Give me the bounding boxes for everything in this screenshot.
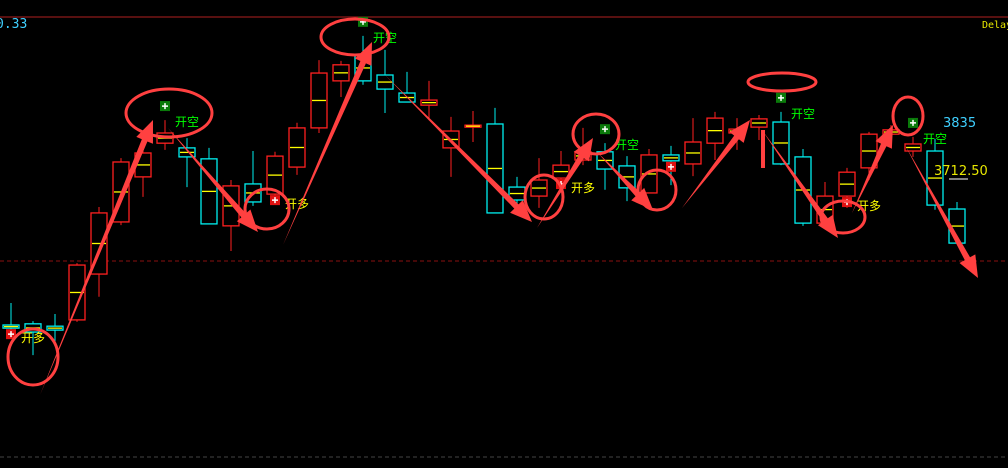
candle (772, 111, 790, 166)
annotation-arrow (537, 138, 593, 228)
plus-icon (910, 119, 916, 126)
annotation-arrow (283, 42, 372, 245)
candle (860, 131, 878, 181)
annotation-circle (746, 71, 818, 93)
signal-label: 开多 (571, 181, 595, 195)
candle (904, 136, 922, 157)
candle (486, 107, 504, 214)
annotation-circle (891, 95, 925, 137)
annotation-arrow (905, 145, 978, 278)
buy-signal (666, 161, 676, 172)
candle (750, 114, 768, 141)
sell-signal: 开空 (160, 101, 199, 129)
signal-label: 开空 (175, 115, 199, 129)
candle (46, 314, 64, 344)
plus-icon (602, 126, 608, 133)
annotation-circle (636, 168, 678, 212)
price-label-last: 3712.50 (934, 164, 988, 179)
plus-icon (8, 331, 14, 338)
signal-label: 开空 (615, 138, 639, 152)
price-label-high: 3835 (943, 116, 977, 131)
candle (684, 118, 702, 177)
candle (2, 303, 20, 333)
sell-signal: 开空 (908, 117, 947, 146)
signal-label: 开多 (21, 331, 45, 345)
buy-signal: 开多 (6, 329, 45, 345)
signal-label: 开空 (791, 107, 815, 121)
candle (288, 122, 306, 175)
candles-layer (2, 35, 966, 356)
candle (464, 111, 482, 143)
signal-label: 开空 (923, 132, 947, 146)
candle (178, 138, 196, 188)
sell-signal: 开空 (776, 92, 815, 121)
plus-icon (272, 197, 278, 204)
candle (68, 263, 86, 322)
annotation-circle (243, 187, 291, 231)
candle (530, 158, 548, 208)
plus-icon (668, 163, 674, 170)
annotation-arrow (40, 120, 153, 395)
annotation-arrow (168, 128, 258, 232)
annotation-arrow (762, 130, 838, 238)
plus-icon (778, 94, 784, 101)
candle (706, 111, 724, 161)
candle (200, 147, 218, 225)
annotation-arrow (682, 120, 750, 208)
annotation-arrow (385, 75, 532, 222)
candle (376, 49, 394, 114)
annotation-arrow (852, 125, 893, 213)
annotation-circle (6, 327, 60, 387)
sell-signal: 开空 (600, 124, 639, 152)
candle (310, 60, 328, 133)
candle (420, 80, 438, 121)
top-left-value: 0.33 (0, 17, 28, 32)
candle (222, 180, 240, 251)
annotation-circle (523, 173, 565, 221)
annotation-circle (571, 112, 621, 156)
signal-label: 开空 (373, 31, 397, 45)
candle (332, 60, 350, 97)
annotation-arrow (598, 153, 653, 210)
delay-status: Delay (982, 20, 1008, 31)
candle (640, 149, 658, 194)
annotation-layer (6, 17, 978, 395)
annotation-circle (319, 17, 391, 57)
annotation-circle (124, 87, 214, 139)
plus-icon (162, 103, 168, 110)
